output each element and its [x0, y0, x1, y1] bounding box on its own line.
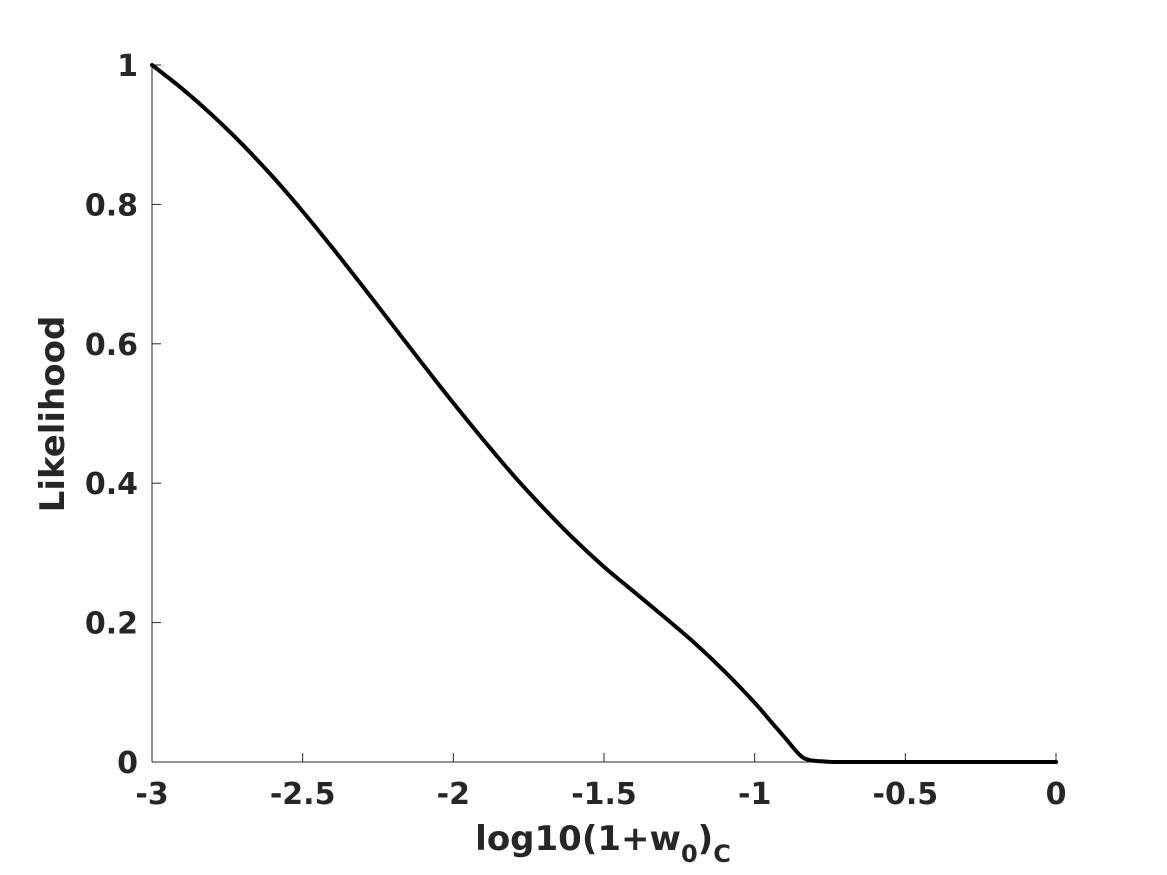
x-tick-label: -1: [738, 777, 771, 812]
y-axis-label: Likelihood: [33, 316, 73, 513]
axes: [151, 65, 1056, 763]
x-tick-label: -2.5: [270, 777, 336, 812]
x-tick-label: -1.5: [571, 777, 637, 812]
x-ticks: -3 -2.5 -2 -1.5 -1 -0.5 0: [135, 753, 1066, 812]
x-tick-label: 0: [1046, 777, 1067, 812]
y-tick-label: 0.8: [85, 188, 138, 223]
x-tick-label: -2: [437, 777, 470, 812]
likelihood-series-line: [150, 63, 1058, 764]
x-axis-label: log10(1+w0)C: [475, 819, 731, 868]
y-tick-label: 0: [117, 746, 138, 781]
y-tick-label: 0.2: [85, 607, 138, 642]
y-tick-label: 0.4: [85, 467, 138, 502]
y-tick-label: 1: [117, 49, 138, 84]
y-tick-label: 0.6: [85, 328, 138, 363]
x-tick-label: -3: [135, 777, 168, 812]
x-tick-label: -0.5: [873, 777, 939, 812]
y-ticks: 0 0.2 0.4 0.6 0.8 1: [85, 49, 161, 781]
series-group: [150, 63, 1058, 764]
